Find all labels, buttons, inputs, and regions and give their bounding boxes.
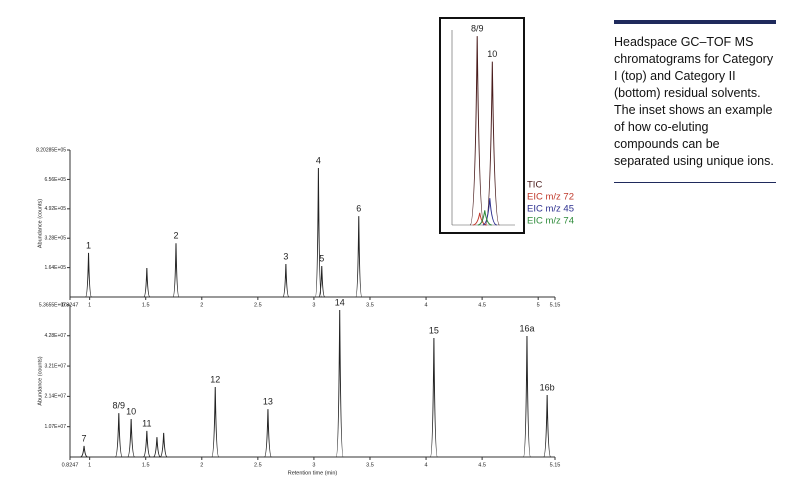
x-tick-label: 2 [200, 462, 203, 468]
x-tick-label: 5 [537, 302, 540, 308]
peak [282, 264, 290, 298]
y-tick-label: 3.21E+07 [44, 363, 66, 369]
x-tick-label: 1.5 [142, 302, 150, 308]
y-tick-label: 3.28E+05 [44, 236, 66, 242]
y-axis-label: Abundance (counts) [37, 199, 43, 248]
x-tick-label: 3.5 [366, 462, 374, 468]
peak [143, 267, 151, 298]
peak-label: 5 [319, 253, 324, 263]
peak-label: 6 [356, 204, 361, 214]
peak [85, 252, 93, 298]
peak [114, 413, 123, 458]
x-tick-label: 3.5 [366, 302, 374, 308]
peak [127, 419, 136, 458]
y-tick-label: 6.56E+05 [44, 177, 66, 183]
peak [477, 210, 492, 226]
x-tick-label: 1 [88, 302, 91, 308]
x-tick-label: 4.5 [478, 302, 486, 308]
legend-entry: EIC m/z 74 [527, 216, 574, 227]
x-tick-label: 2.5 [254, 462, 262, 468]
peak [355, 216, 363, 298]
peak-label: 14 [335, 297, 345, 307]
peak-label: 10 [126, 406, 136, 416]
peak [335, 309, 344, 458]
x-tick-label: 2 [200, 302, 203, 308]
y-tick-label: 5.3655E+07 [39, 302, 66, 308]
x-tick-label: 3 [312, 462, 315, 468]
peak-label: 4 [316, 155, 321, 165]
y-tick-label: 4.92E+05 [44, 206, 66, 212]
y-axis-label: Abundance (counts) [37, 356, 43, 405]
y-tick-label: 4.28E+07 [44, 333, 66, 339]
x-tick-label: 4.5 [478, 462, 486, 468]
peak [314, 167, 322, 298]
y-tick-label: 2.14E+07 [44, 394, 66, 400]
x-tick-label: 0.8247 [62, 462, 79, 468]
peak [80, 445, 88, 458]
peak-label: 1 [86, 240, 91, 250]
peak [159, 432, 168, 458]
peak-label: 13 [263, 396, 273, 406]
peak [482, 198, 497, 226]
peak-label: 10 [487, 49, 497, 59]
peak [153, 437, 161, 458]
peak [484, 61, 500, 226]
peak [318, 265, 326, 298]
legend-entry: EIC m/z 45 [527, 204, 574, 215]
x-tick-label: 3 [312, 302, 315, 308]
y-tick-label: 1.07E+07 [44, 424, 66, 430]
peak-label: 11 [142, 418, 151, 428]
peak-label: 3 [283, 251, 288, 261]
x-tick-label: 4 [425, 462, 428, 468]
peak [172, 243, 180, 298]
peak [469, 36, 485, 226]
y-tick-label: 1.64E+05 [44, 265, 66, 271]
legend-entry: EIC m/z 72 [527, 192, 574, 203]
peak-label: 16b [540, 382, 555, 392]
peak-label: 8/9 [113, 400, 126, 410]
x-tick-label: 2.5 [254, 302, 262, 308]
x-tick-label: 1 [88, 462, 91, 468]
inset-frame [439, 17, 525, 234]
peak-label: 12 [210, 374, 220, 384]
peak [429, 338, 438, 458]
peak [522, 336, 531, 458]
caption: Headspace GC–TOF MS chromatograms for Ca… [614, 20, 776, 183]
y-tick-label: 8.20285E+05 [36, 147, 66, 153]
peak-label: 2 [173, 231, 178, 241]
legend-entry: TIC [527, 180, 542, 191]
peak-label: 8/9 [471, 23, 484, 33]
peak [143, 430, 151, 458]
x-axis-label: Retention time (min) [288, 470, 338, 476]
peak-label: 16a [519, 323, 534, 333]
peak [211, 387, 220, 458]
x-tick-label: 5.15 [550, 462, 561, 468]
peak-label: 15 [429, 325, 439, 335]
x-tick-label: 5.15 [550, 302, 561, 308]
x-tick-label: 4 [425, 302, 428, 308]
peak [263, 409, 272, 458]
x-tick-label: 1.5 [142, 462, 150, 468]
peak [543, 394, 552, 458]
peak-label: 7 [82, 433, 87, 443]
